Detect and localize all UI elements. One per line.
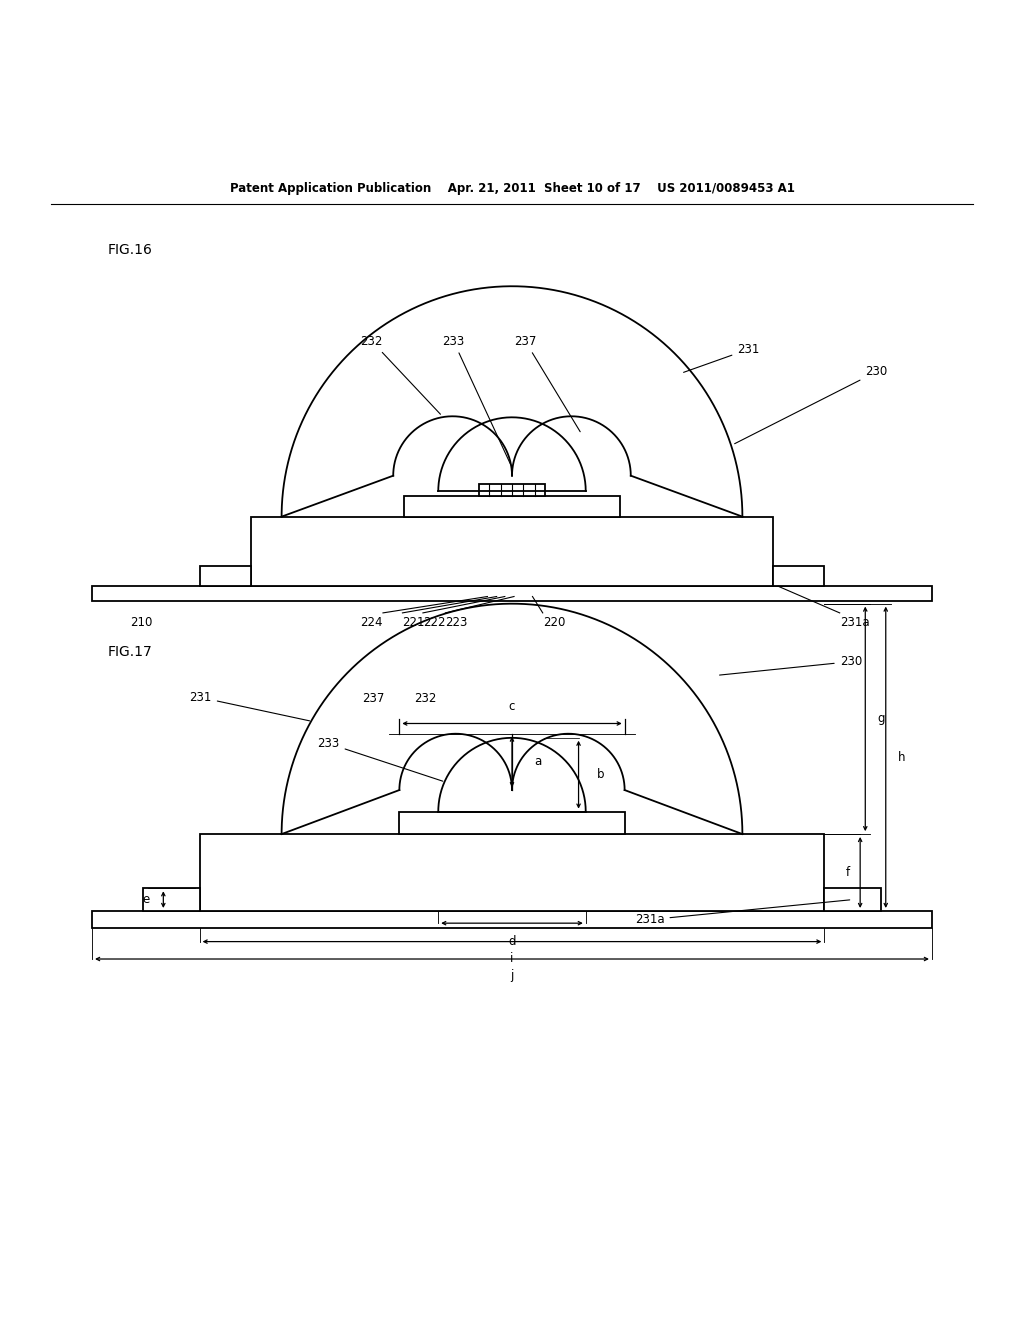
Bar	[200, 566, 251, 586]
Text: a: a	[535, 755, 542, 768]
Text: 232: 232	[414, 692, 436, 705]
Bar	[824, 888, 881, 911]
Text: 220: 220	[543, 616, 565, 628]
Text: 232: 232	[360, 334, 440, 414]
Text: 223: 223	[445, 616, 468, 628]
Bar	[92, 911, 932, 928]
Text: 230: 230	[720, 655, 862, 675]
Text: 231: 231	[189, 690, 309, 721]
Text: 224: 224	[360, 616, 383, 628]
Text: 233: 233	[317, 737, 442, 781]
Text: d: d	[508, 936, 516, 949]
Text: 231: 231	[684, 343, 760, 372]
Text: g: g	[878, 713, 885, 726]
Bar	[200, 834, 824, 911]
Text: f: f	[846, 866, 850, 879]
Text: FIG.16: FIG.16	[108, 243, 153, 257]
Text: 210: 210	[130, 616, 153, 628]
Bar	[399, 812, 625, 834]
Text: 231a: 231a	[840, 616, 869, 628]
Text: 237: 237	[514, 334, 581, 432]
Bar	[251, 516, 773, 586]
Bar	[92, 586, 932, 601]
Text: 233: 233	[442, 334, 511, 465]
Bar	[143, 888, 200, 911]
Text: j: j	[510, 969, 514, 982]
Bar	[479, 484, 545, 496]
Text: 237: 237	[362, 692, 385, 705]
Text: c: c	[509, 700, 515, 713]
Text: FIG.17: FIG.17	[108, 644, 153, 659]
Text: b: b	[597, 768, 604, 781]
Text: Patent Application Publication    Apr. 21, 2011  Sheet 10 of 17    US 2011/00894: Patent Application Publication Apr. 21, …	[229, 182, 795, 195]
Bar	[404, 496, 620, 516]
Text: 231a: 231a	[635, 900, 850, 927]
Text: 221: 221	[402, 616, 425, 628]
Text: i: i	[510, 952, 514, 965]
Bar	[773, 566, 824, 586]
Text: h: h	[898, 751, 905, 764]
Text: e: e	[142, 894, 150, 906]
Text: 230: 230	[734, 366, 888, 444]
Text: 222: 222	[423, 616, 445, 628]
